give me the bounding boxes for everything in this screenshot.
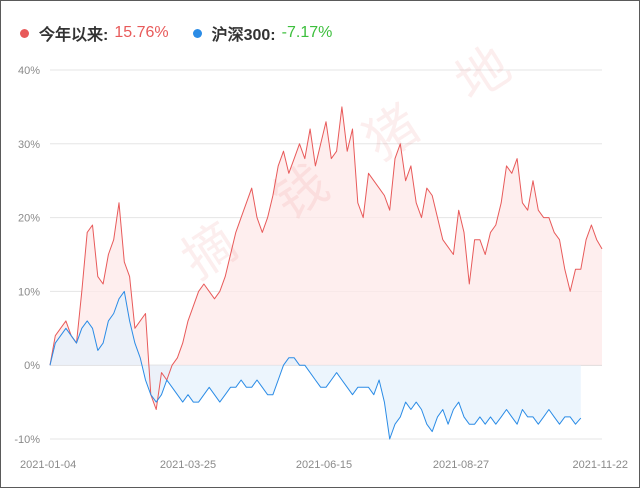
x-tick-label: 2021-11-22 [573, 459, 628, 471]
y-axis-ticks: 40% 30% 20% 10% 0% -10% [14, 65, 40, 446]
y-tick-label: 0% [24, 360, 40, 372]
y-tick-label: 30% [18, 139, 40, 151]
y-tick-label: -10% [14, 434, 40, 446]
fund-return-value: 15.76% [114, 24, 169, 41]
fund-legend-label: 今年以来: [39, 27, 109, 44]
legend-item-fund[interactable]: 今年以来: 15.76% [20, 21, 169, 45]
x-axis-ticks: 2021-01-04 2021-03-25 2021-06-15 2021-08-27… [20, 459, 628, 471]
index-legend-dot-icon [192, 28, 202, 38]
fund-legend-dot-icon [20, 28, 29, 38]
fund-area [50, 106, 602, 410]
legend: 今年以来: 15.76% 沪深300: -7.17% [20, 20, 356, 46]
y-tick-label: 40% [18, 65, 40, 77]
x-tick-label: 2021-01-04 [20, 459, 76, 471]
series-areas [50, 106, 602, 439]
y-tick-label: 10% [18, 286, 40, 298]
x-tick-label: 2021-03-25 [160, 459, 216, 471]
x-tick-label: 2021-06-15 [296, 459, 352, 471]
index-return-value: -7.17% [281, 24, 333, 41]
legend-item-index[interactable]: 沪深300: -7.17% [192, 21, 333, 45]
x-tick-label: 2021-08-27 [433, 459, 489, 471]
index-series-line[interactable] [49, 290, 582, 440]
index-legend-label: 沪深300: [211, 27, 276, 44]
y-tick-label: 20% [18, 213, 40, 225]
fund-series-line[interactable] [49, 106, 603, 410]
series-lines [49, 106, 603, 440]
